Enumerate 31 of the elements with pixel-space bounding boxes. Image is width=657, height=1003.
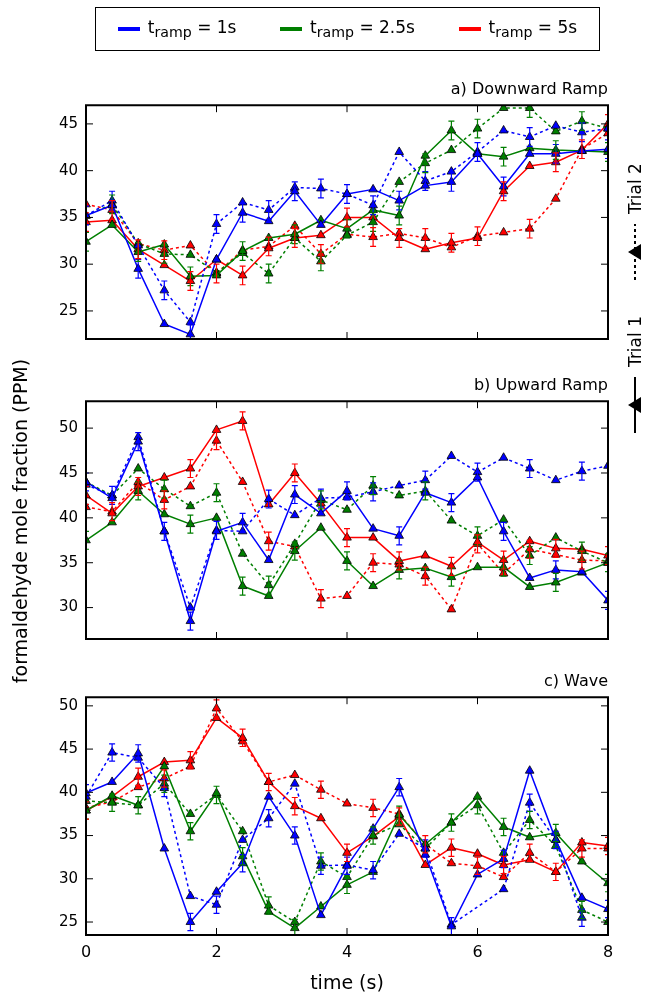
y-tick-label: 35 bbox=[58, 825, 78, 844]
y-tick-label: 45 bbox=[58, 462, 78, 481]
x-tick-label: 6 bbox=[472, 941, 483, 961]
y-tick-label: 45 bbox=[58, 113, 78, 132]
y-tick-label: 30 bbox=[58, 597, 78, 616]
y-tick-label: 30 bbox=[58, 254, 78, 273]
y-tick-label: 50 bbox=[58, 695, 78, 714]
x-axis-title: time (s) bbox=[310, 970, 384, 993]
y-axis-title: formaldehyde mole fraction (PPM) bbox=[9, 357, 31, 686]
chart-title: c) Wave bbox=[543, 670, 608, 690]
x-tick-label: 4 bbox=[341, 941, 353, 961]
x-tick-label: 2 bbox=[211, 941, 222, 961]
text: Trial 2 bbox=[625, 163, 645, 215]
y-tick-label: 30 bbox=[58, 868, 78, 887]
legend-label: t$_{ramp}$ = 5s bbox=[488, 17, 578, 41]
y-tick-label: 40 bbox=[58, 782, 78, 801]
y-tick-label: 35 bbox=[58, 207, 78, 226]
y-tick-label: 50 bbox=[58, 418, 78, 437]
chart-title: b) Upward Ramp bbox=[473, 374, 608, 394]
y-tick-label: 25 bbox=[58, 300, 78, 319]
legend-label: t$_{ramp}$ = 1s bbox=[147, 17, 237, 41]
x-tick-label: 8 bbox=[602, 941, 614, 961]
y-tick-label: 25 bbox=[58, 911, 78, 930]
y-tick-label: 40 bbox=[58, 160, 78, 179]
text: Trial 1 bbox=[625, 316, 645, 367]
chart-title: a) Downward Ramp bbox=[450, 78, 608, 98]
y-tick-label: 35 bbox=[58, 552, 78, 571]
x-tick-label: 0 bbox=[80, 941, 92, 961]
legend-label: t$_{ramp}$ = 2.5s bbox=[310, 17, 415, 41]
y-tick-label: 40 bbox=[58, 507, 78, 526]
y-tick-label: 45 bbox=[58, 738, 78, 757]
